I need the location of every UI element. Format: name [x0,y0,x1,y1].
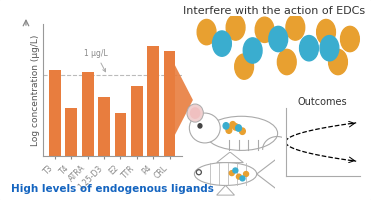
Circle shape [255,17,274,42]
Bar [82,72,93,156]
Circle shape [300,36,318,61]
Circle shape [197,19,216,45]
Circle shape [243,38,262,63]
Circle shape [341,26,359,52]
Polygon shape [257,159,276,189]
Bar [65,108,77,156]
Circle shape [236,125,242,131]
Ellipse shape [189,113,220,143]
Circle shape [278,49,296,75]
Circle shape [190,107,200,119]
Polygon shape [173,60,193,140]
Circle shape [229,171,234,176]
Bar [49,70,61,156]
Title: Outcomes: Outcomes [298,97,348,107]
Circle shape [226,127,232,133]
Circle shape [223,123,229,129]
Circle shape [320,36,339,61]
Text: High levels of endogenous ligands: High levels of endogenous ligands [11,184,214,194]
Bar [164,51,175,156]
Circle shape [187,104,203,122]
Ellipse shape [205,116,278,150]
Bar [131,86,143,156]
Circle shape [269,26,288,52]
Circle shape [329,49,347,75]
Bar [147,46,159,156]
Text: 1 μg/L: 1 μg/L [84,49,108,72]
Circle shape [198,124,202,128]
Circle shape [235,54,253,79]
Y-axis label: Log concentration (μg/L): Log concentration (μg/L) [31,34,40,146]
Bar [115,113,126,156]
Circle shape [233,124,239,130]
Ellipse shape [194,163,257,185]
Polygon shape [217,152,243,163]
Circle shape [233,168,238,173]
Circle shape [317,19,335,45]
Text: Interfere with the action of EDCs: Interfere with the action of EDCs [184,6,365,16]
Circle shape [236,174,242,179]
Circle shape [243,172,249,176]
Bar [98,97,110,156]
Polygon shape [217,185,234,195]
Circle shape [213,31,232,56]
Circle shape [230,122,236,128]
Circle shape [198,171,200,173]
Circle shape [196,170,201,175]
Circle shape [286,15,305,40]
Circle shape [240,128,245,134]
Circle shape [226,15,245,40]
Circle shape [240,176,245,181]
